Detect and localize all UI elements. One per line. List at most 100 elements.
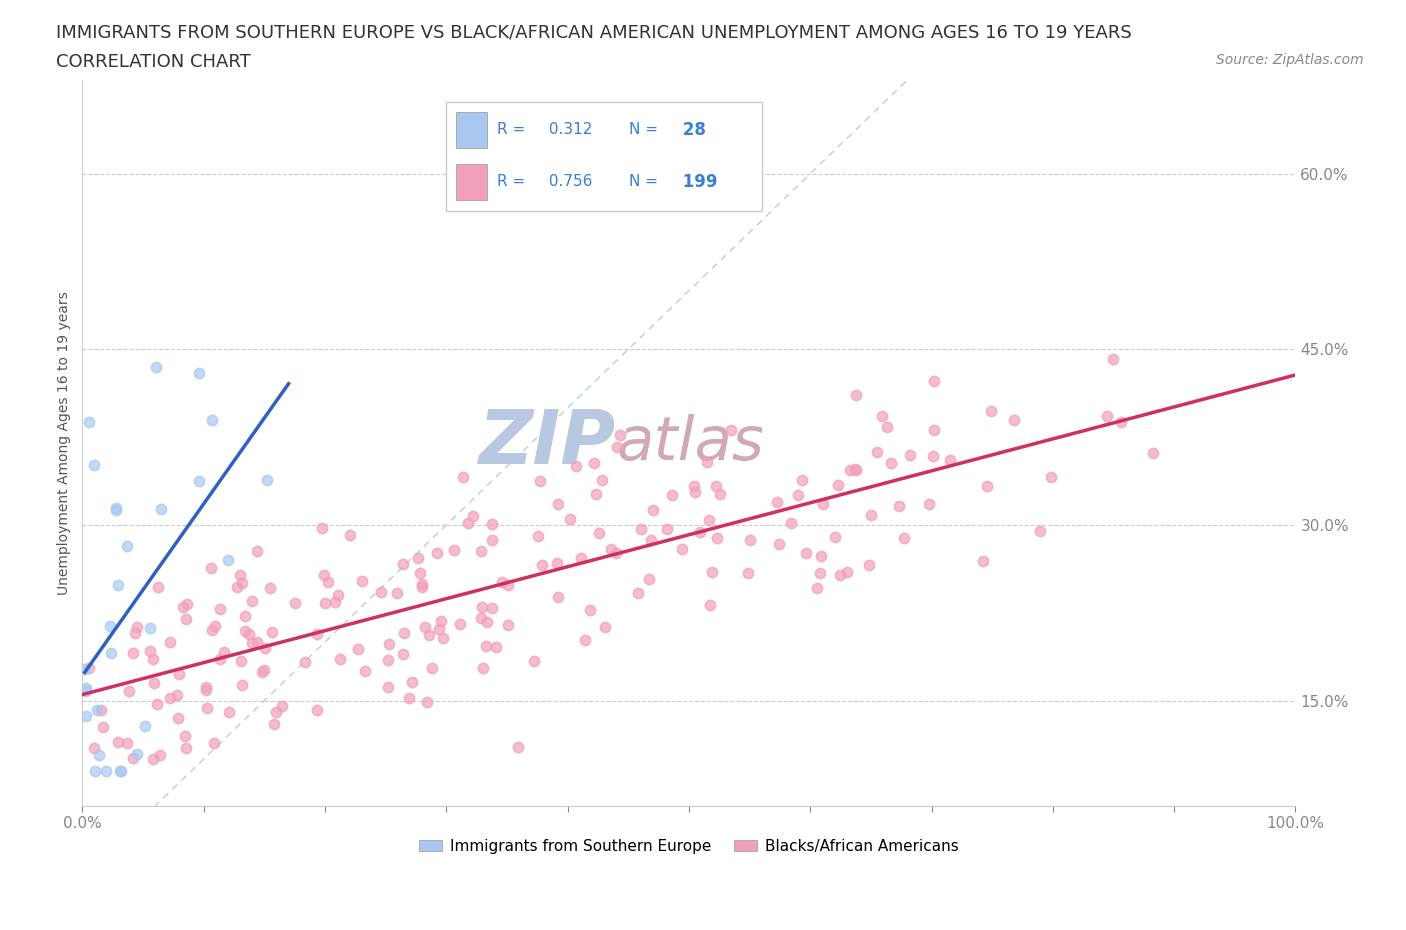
Point — [640, 532, 662, 547]
Text: atlas: atlas — [616, 414, 763, 472]
Point — [1142, 445, 1164, 460]
Point — [655, 521, 678, 536]
Point — [121, 751, 143, 765]
Point — [806, 580, 828, 595]
Point — [125, 619, 148, 634]
Point — [980, 404, 1002, 418]
Point — [84, 764, 107, 778]
Point — [898, 447, 921, 462]
Point — [117, 736, 139, 751]
Point — [606, 440, 628, 455]
Point — [218, 704, 240, 719]
Point — [582, 456, 605, 471]
Point — [378, 637, 401, 652]
Point — [353, 663, 375, 678]
Point — [260, 625, 283, 640]
Point — [720, 423, 742, 438]
Point — [392, 556, 415, 571]
Point — [145, 697, 167, 711]
Point — [569, 551, 592, 566]
Point — [472, 660, 495, 675]
Point — [411, 580, 433, 595]
Point — [138, 620, 160, 635]
Point — [740, 533, 762, 548]
Point — [547, 590, 569, 604]
Point — [786, 487, 808, 502]
Point — [253, 662, 276, 677]
Point — [451, 470, 474, 485]
Point — [264, 705, 287, 720]
Point — [859, 508, 882, 523]
Point — [142, 651, 165, 666]
Point — [737, 565, 759, 580]
Point — [142, 751, 165, 766]
Point — [481, 600, 503, 615]
Point — [159, 690, 181, 705]
Point — [87, 747, 110, 762]
Point — [887, 498, 910, 513]
Point — [238, 626, 260, 641]
Point — [110, 764, 132, 778]
Point — [600, 541, 623, 556]
Point — [108, 764, 131, 778]
Point — [105, 503, 128, 518]
Point — [779, 516, 801, 531]
Point — [174, 612, 197, 627]
Point — [115, 538, 138, 553]
Point — [204, 618, 226, 633]
Point — [432, 631, 454, 645]
Point — [443, 542, 465, 557]
Point — [263, 717, 285, 732]
Point — [696, 455, 718, 470]
Point — [1040, 470, 1063, 485]
Point — [377, 652, 399, 667]
Point — [149, 747, 172, 762]
Point — [790, 472, 813, 487]
Point — [124, 626, 146, 641]
Point — [83, 457, 105, 472]
Point — [201, 412, 224, 427]
Point — [401, 674, 423, 689]
Point — [922, 423, 945, 438]
Point — [627, 585, 650, 600]
Point — [416, 695, 439, 710]
Point — [893, 530, 915, 545]
Point — [530, 558, 553, 573]
Point — [918, 497, 941, 512]
Point — [86, 703, 108, 718]
Point — [176, 596, 198, 611]
Point — [307, 702, 329, 717]
Point — [208, 652, 231, 667]
Point — [195, 680, 218, 695]
Point — [187, 365, 209, 380]
Point — [811, 497, 834, 512]
Point — [565, 458, 588, 473]
Point — [529, 474, 551, 489]
Point — [828, 567, 851, 582]
Point — [235, 623, 257, 638]
Point — [496, 578, 519, 592]
Point — [229, 654, 252, 669]
Point — [134, 719, 156, 734]
Point — [307, 627, 329, 642]
Point — [609, 428, 631, 443]
Point — [146, 579, 169, 594]
Point — [976, 479, 998, 494]
Point — [254, 640, 277, 655]
Point — [94, 764, 117, 778]
Point — [174, 728, 197, 743]
Point — [470, 610, 492, 625]
Point — [93, 720, 115, 735]
Point — [90, 702, 112, 717]
Point — [246, 543, 269, 558]
Point — [98, 618, 121, 633]
Point — [706, 530, 728, 545]
Point — [697, 512, 720, 527]
Point — [661, 487, 683, 502]
Point — [866, 445, 889, 459]
Point — [377, 680, 399, 695]
Point — [127, 747, 149, 762]
Point — [605, 545, 627, 560]
Point — [75, 681, 97, 696]
Point — [208, 602, 231, 617]
